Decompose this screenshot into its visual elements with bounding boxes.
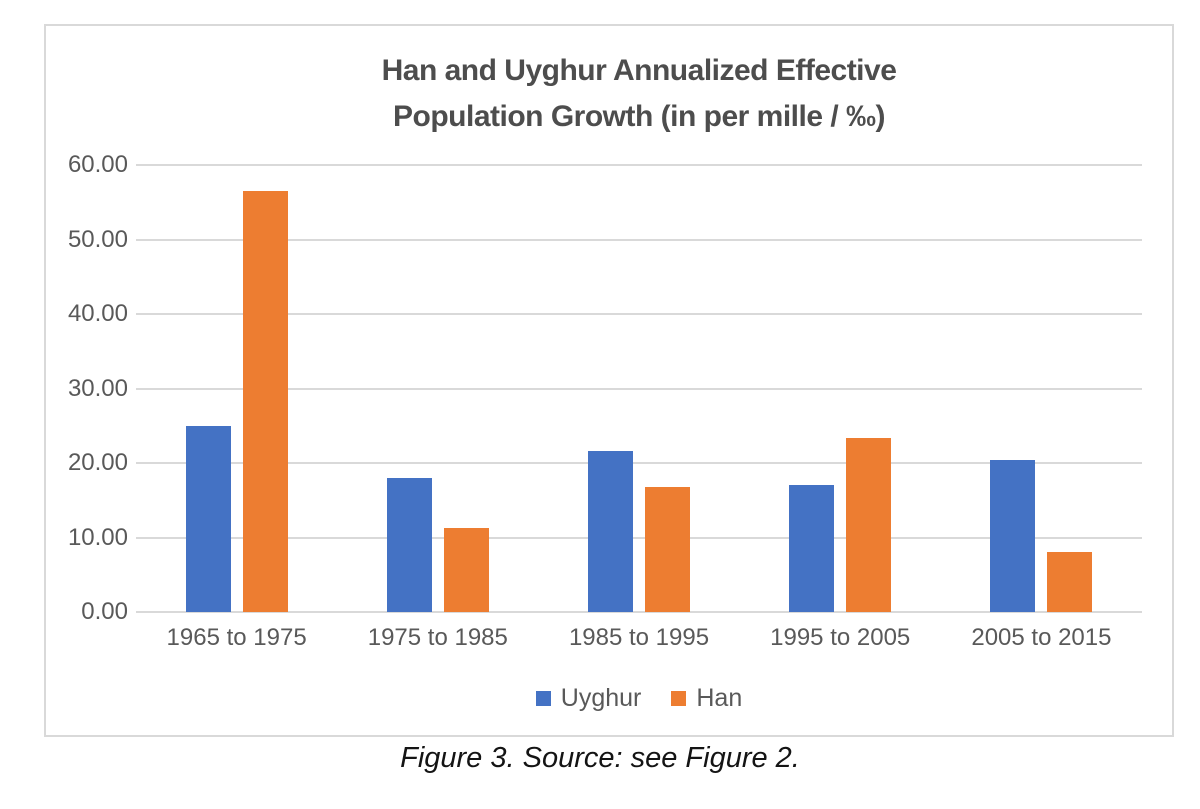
x-tick-label-1: 1965 to 1975 <box>166 624 307 651</box>
bar-group-4 <box>740 165 941 612</box>
legend-label-han: Han <box>696 684 743 712</box>
bar-han-3 <box>645 486 690 612</box>
y-axis-labels: 0.00 10.00 20.00 30.00 40.00 50.00 60.00 <box>46 153 128 624</box>
chart-title-line-1: Han and Uyghur Annualized Effective <box>381 54 897 87</box>
bar-han-4 <box>846 438 892 612</box>
legend-marker-uyghur <box>535 691 551 706</box>
bar-han-5 <box>1047 552 1093 612</box>
figure-caption: Figure 3. Source: see Figure 2. <box>400 742 800 774</box>
x-tick-label-4: 1995 to 2005 <box>770 624 911 651</box>
x-tick-label-3: 1985 to 1995 <box>568 624 710 651</box>
chart-title: Han and Uyghur Annualized Effective Popu… <box>136 48 1142 140</box>
bar-groups <box>136 165 1142 612</box>
bar-group-2 <box>337 165 538 612</box>
y-tick-label-30: 30.00 <box>67 374 128 402</box>
gridline-20 <box>136 462 1142 464</box>
x-tick-label-2: 1975 to 1985 <box>367 624 508 651</box>
y-tick-label-0: 0.00 <box>81 598 128 625</box>
plot-area <box>136 164 1142 613</box>
bar-uyghur-1 <box>185 425 231 612</box>
bar-group-1 <box>136 165 337 612</box>
y-tick-label-20: 20.00 <box>67 449 128 476</box>
y-tick-label-10: 10.00 <box>67 523 128 551</box>
gridline-60 <box>136 164 1142 166</box>
bar-uyghur-5 <box>990 460 1036 612</box>
chart-title-line-2: Population Growth (in per mille / ‰) <box>393 100 886 133</box>
gridline-10 <box>136 536 1142 539</box>
y-tick-label-60: 60.00 <box>67 151 128 178</box>
legend-item-han: Han <box>671 684 742 713</box>
bar-uyghur-3 <box>588 451 633 612</box>
bar-group-5 <box>941 165 1142 612</box>
y-tick-label-40: 40.00 <box>67 300 128 327</box>
y-tick-label-50: 50.00 <box>67 225 128 253</box>
bar-han-1 <box>242 191 288 612</box>
legend-marker-han <box>671 691 687 706</box>
gridline-30 <box>136 387 1142 390</box>
gridline-0 <box>136 611 1142 613</box>
gridline-40 <box>136 313 1142 315</box>
chart-frame: Han and Uyghur Annualized Effective Popu… <box>44 24 1174 737</box>
legend-item-uyghur: Uyghur <box>535 684 642 713</box>
x-axis-labels: 1965 to 1975 1975 to 1985 1985 to 1995 1995… <box>136 624 1142 652</box>
bar-group-3 <box>538 165 739 612</box>
bar-uyghur-2 <box>386 477 432 612</box>
gridline-50 <box>136 238 1142 241</box>
x-tick-label-5: 2005 to 2015 <box>971 624 1112 651</box>
legend: Uyghur Han <box>136 684 1142 713</box>
bar-han-2 <box>443 527 489 612</box>
bar-uyghur-4 <box>789 484 835 612</box>
legend-label-uyghur: Uyghur <box>560 684 642 712</box>
